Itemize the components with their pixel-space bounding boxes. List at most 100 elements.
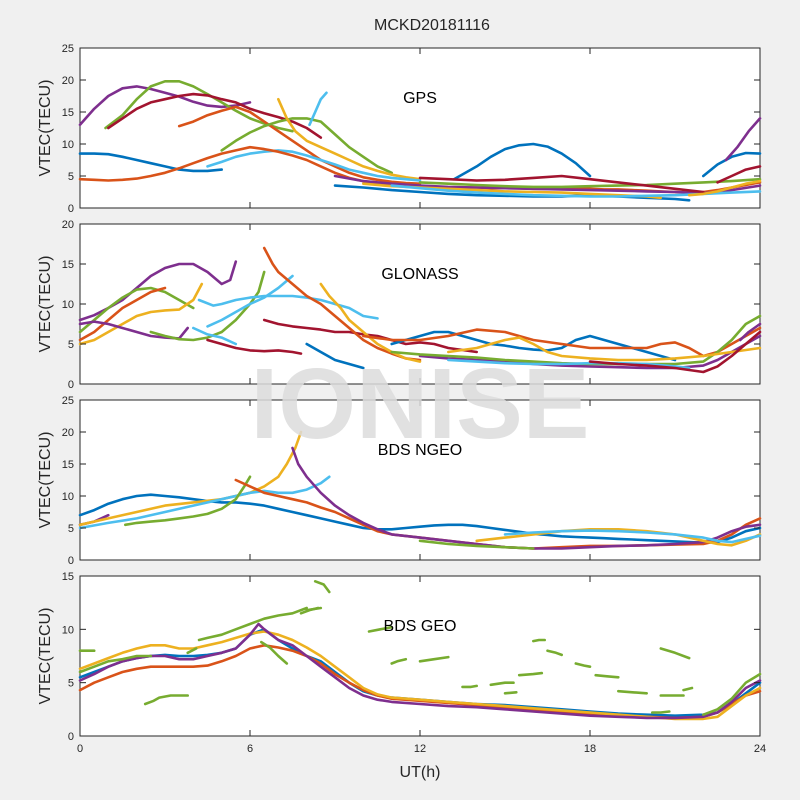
y-tick-label: 10	[62, 139, 74, 151]
y-tick-label: 10	[62, 299, 74, 311]
panel-gps: 0 5 10 15 20 25 VTEC(TECU) GPS	[37, 43, 762, 215]
y-tick-label: 15	[62, 459, 74, 471]
series-line-gps-8	[78, 152, 223, 173]
x-tick-label: 0	[77, 743, 83, 755]
y-tick-label: 10	[62, 624, 74, 636]
panel-glonass: 0 5 10 15 20 VTEC(TECU) GLONASS	[37, 219, 762, 391]
system-label-gps: GPS	[403, 90, 437, 107]
y-axis-label-bds-geo: VTEC(TECU)	[37, 608, 54, 705]
series-line-bds-ngeo-0	[78, 493, 762, 545]
series-line-bds-geo-3	[78, 622, 762, 720]
x-axis-label: UT(h)	[400, 764, 441, 781]
series-line-gps-20	[687, 179, 762, 197]
series-line-bds-geo-13	[367, 625, 394, 633]
series-line-glonass-20	[588, 330, 762, 374]
series-line-glonass-2	[78, 282, 204, 346]
series-line-bds-geo-26	[659, 647, 691, 660]
series-line-gps-1	[104, 80, 294, 133]
series-line-bds-geo-15	[418, 655, 450, 663]
series-line-gps-19	[716, 165, 762, 184]
series-line-gps-16	[418, 174, 705, 194]
series-line-bds-geo-16	[461, 684, 479, 689]
series-line-gps-4	[220, 117, 394, 175]
series-line-glonass-3	[78, 286, 167, 342]
y-tick-label: 20	[62, 75, 74, 87]
series-line-glonass-16	[418, 334, 762, 370]
y-tick-label: 5	[68, 171, 74, 183]
series-line-gps-3	[177, 105, 422, 185]
series-line-glonass-14	[390, 330, 677, 362]
series-line-bds-geo-20	[531, 638, 547, 643]
series-line-gps-18	[724, 117, 762, 162]
y-tick-label: 15	[62, 571, 74, 583]
series-line-gps-12	[333, 174, 762, 195]
plot-area-glonass	[79, 223, 761, 385]
series-line-glonass-1	[78, 286, 195, 334]
series-line-bds-geo-29	[701, 672, 762, 717]
series-line-gps-10	[452, 142, 592, 181]
x-tick-label: 6	[247, 743, 253, 755]
series-line-gps-15	[418, 177, 762, 189]
series-line-bds-geo-19	[517, 671, 544, 677]
series-line-glonass-7	[192, 326, 238, 346]
system-label-bds-ngeo: BDS NGEO	[378, 442, 462, 459]
series-line-bds-geo-17	[489, 681, 515, 687]
y-tick-label: 25	[62, 43, 74, 55]
x-tick-label: 24	[754, 743, 766, 755]
series-line-glonass-19	[446, 358, 691, 370]
series-line-glonass-12	[319, 282, 422, 363]
series-line-gps-7	[206, 149, 422, 182]
series-line-gps-5	[276, 97, 422, 181]
x-tick-label: 18	[584, 743, 596, 755]
panel-bds-geo: 0 5 10 15 0 6 12 18 24 VTEC(TECU) BDS GEO	[37, 571, 766, 755]
y-tick-label: 5	[68, 678, 74, 690]
y-tick-label: 15	[62, 107, 74, 119]
series-line-bds-geo-12	[313, 579, 331, 594]
panel-bds-ngeo: 0 5 10 15 20 25 VTEC(TECU) BDS NGEO	[37, 395, 762, 567]
series-line-bds-ngeo-3	[78, 475, 331, 530]
y-tick-label: 0	[68, 731, 74, 743]
series-line-bds-geo-24	[616, 689, 649, 695]
series-line-bds-geo-14	[390, 657, 408, 665]
series-line-gps-6	[308, 91, 328, 127]
y-tick-label: 5	[68, 523, 74, 535]
y-axis-label-gps: VTEC(TECU)	[37, 80, 54, 177]
series-line-bds-geo-5	[78, 654, 153, 674]
series-line-glonass-10	[262, 318, 479, 354]
series-line-bds-geo-27	[682, 686, 694, 692]
y-axis-label-bds-ngeo: VTEC(TECU)	[37, 432, 54, 529]
series-line-glonass-9	[206, 338, 303, 355]
y-tick-label: 0	[68, 555, 74, 567]
series-line-gps-0	[78, 85, 252, 127]
y-tick-label: 0	[68, 379, 74, 391]
y-tick-label: 25	[62, 395, 74, 407]
series-line-glonass-13	[305, 342, 365, 370]
series-line-glonass-21	[738, 322, 762, 342]
system-label-bds-geo: BDS GEO	[384, 618, 457, 635]
series-line-bds-ngeo-4	[124, 475, 252, 527]
series-line-glonass-8	[206, 274, 294, 328]
series-line-bds-geo-8	[197, 606, 309, 642]
figure-title: MCKD20181116	[374, 17, 490, 34]
y-tick-label: 20	[62, 219, 74, 231]
series-line-gps-17	[701, 151, 762, 178]
series-line-glonass-18	[446, 336, 762, 362]
y-tick-label: 10	[62, 491, 74, 503]
series-line-bds-ngeo-9	[418, 539, 535, 550]
series-line-bds-geo-11	[305, 606, 323, 612]
series-line-bds-geo-9	[259, 640, 289, 665]
watermark: IONISE	[251, 348, 590, 460]
y-axis-label-glonass: VTEC(TECU)	[37, 256, 54, 353]
series-line-bds-geo-28	[650, 710, 671, 714]
series-line-glonass-11	[262, 246, 422, 362]
y-tick-label: 15	[62, 259, 74, 271]
y-tick-label: 5	[68, 339, 74, 351]
system-label-glonass: GLONASS	[381, 266, 458, 283]
y-tick-label: 0	[68, 203, 74, 215]
series-line-bds-ngeo-8	[503, 529, 762, 544]
series-line-glonass-6	[197, 294, 379, 320]
series-line-bds-geo-7	[186, 647, 198, 655]
series-line-bds-geo-6	[143, 694, 189, 706]
series-line-bds-geo-21	[546, 649, 564, 657]
